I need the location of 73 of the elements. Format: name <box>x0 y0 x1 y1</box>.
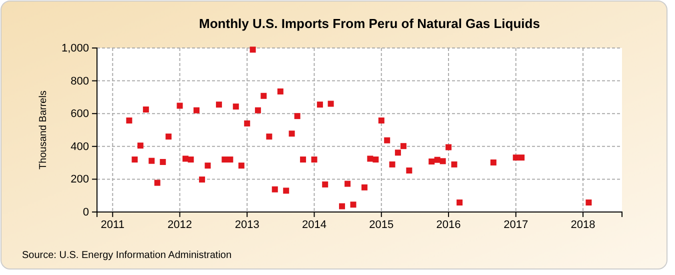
point <box>384 137 390 144</box>
point <box>518 154 525 161</box>
point <box>456 199 463 206</box>
x-tick-label: 2017 <box>504 218 528 231</box>
point <box>316 102 323 108</box>
y-axis-title: Thousand Barrels <box>38 90 49 170</box>
point <box>490 159 496 166</box>
point <box>389 161 396 168</box>
x-tick-label: 2015 <box>369 218 394 231</box>
y-tick-label: 200 <box>70 174 89 186</box>
point <box>244 120 250 126</box>
x-tick-label: 2016 <box>436 218 461 231</box>
point <box>238 162 244 169</box>
point <box>394 150 401 156</box>
point <box>400 143 406 150</box>
point <box>142 106 149 112</box>
point <box>254 107 261 114</box>
point <box>372 156 379 163</box>
point <box>277 88 284 94</box>
point <box>294 113 300 120</box>
point <box>328 100 334 107</box>
point <box>586 199 592 206</box>
y-tick-label: 1,000 <box>61 42 89 55</box>
point <box>288 130 295 137</box>
point <box>176 102 183 109</box>
point <box>199 176 206 183</box>
point <box>154 180 160 186</box>
y-tick-label: 400 <box>70 140 89 153</box>
point <box>378 117 384 124</box>
point <box>148 158 155 164</box>
x-tick-label: 2014 <box>302 218 326 231</box>
point <box>272 186 278 192</box>
point <box>512 154 519 161</box>
point <box>322 181 328 188</box>
point <box>216 102 222 108</box>
point <box>300 156 306 163</box>
point <box>440 158 446 164</box>
point <box>361 184 368 190</box>
source-note: Source: U.S. Energy Information Administration <box>22 250 232 261</box>
point <box>350 202 356 208</box>
point <box>137 142 144 149</box>
point <box>266 134 272 140</box>
y-tick-label: 600 <box>70 108 89 120</box>
point <box>166 134 172 140</box>
x-tick-label: 2011 <box>100 218 124 231</box>
point <box>434 156 440 163</box>
point <box>222 156 228 163</box>
x-tick-label: 2013 <box>234 218 260 231</box>
point <box>227 156 234 163</box>
point <box>182 156 188 162</box>
point <box>232 104 239 110</box>
chart-title: Monthly U.S. Imports From Peru of Natural Gas Liquids <box>199 16 540 31</box>
point <box>126 117 132 124</box>
point <box>132 156 138 163</box>
point <box>283 188 290 194</box>
point <box>194 107 200 114</box>
point <box>160 158 166 165</box>
point <box>367 156 374 162</box>
point <box>428 158 435 164</box>
point <box>344 180 351 187</box>
point <box>188 156 194 163</box>
point <box>339 203 346 210</box>
point <box>260 92 267 99</box>
point <box>406 168 412 174</box>
point <box>311 156 318 163</box>
x-tick-label: 2018 <box>570 218 596 231</box>
point <box>451 161 458 168</box>
x-tick-label: 2012 <box>168 218 192 231</box>
y-tick-label: 800 <box>70 75 89 88</box>
point <box>250 46 256 53</box>
point <box>204 162 211 169</box>
y-tick-label: 0 <box>82 206 89 219</box>
point <box>446 144 452 150</box>
